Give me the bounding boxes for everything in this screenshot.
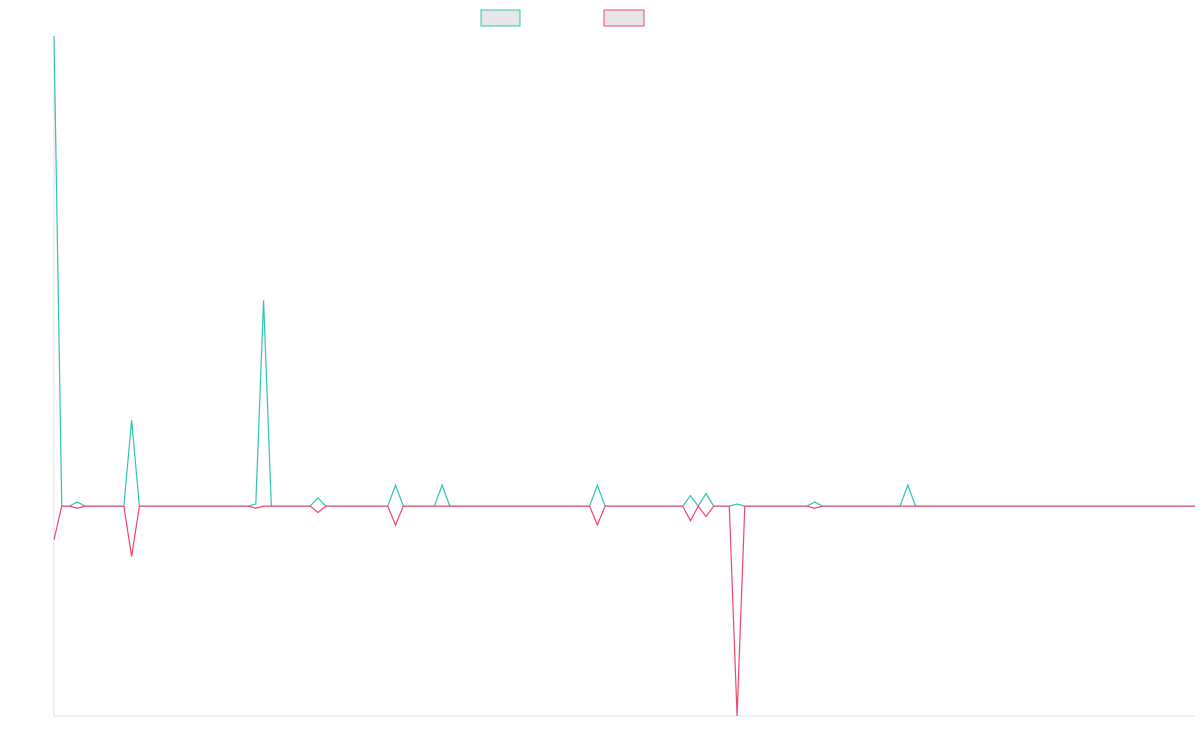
legend-swatch-series-1[interactable] <box>480 9 521 27</box>
series-line-2 <box>53 504 1195 717</box>
series-layer <box>53 35 1195 717</box>
legend <box>480 9 645 27</box>
series-line-1 <box>53 35 1195 508</box>
axes <box>53 36 1195 717</box>
legend-swatch-series-2[interactable] <box>603 9 645 27</box>
